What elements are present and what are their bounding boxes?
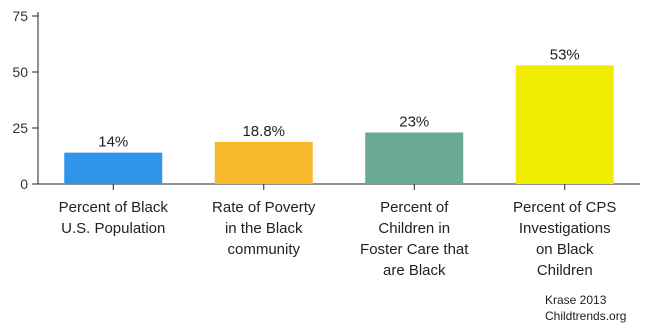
x-tick-label-line: Percent of Black bbox=[59, 199, 169, 216]
data-label: 53% bbox=[550, 46, 580, 63]
x-tick-label: Percent of Black U.S. Population bbox=[59, 199, 169, 237]
x-tick-label-line: Children in bbox=[378, 220, 450, 237]
x-tick-label-line: Percent of CPS bbox=[513, 199, 616, 216]
labels-layer: 14% Percent of Black U.S. Population 18.8% R… bbox=[59, 46, 617, 279]
x-tick-label-line: Investigations bbox=[519, 220, 611, 237]
source-credit-line-1: Krase 2013 bbox=[545, 293, 607, 307]
x-tick-label-line: in the Black bbox=[225, 220, 303, 237]
y-tick-label: 50 bbox=[12, 64, 28, 80]
x-tick-label-line: on Black bbox=[536, 241, 594, 258]
x-tick-label-line: are Black bbox=[383, 262, 446, 279]
x-tick-label-line: Foster Care that bbox=[360, 241, 469, 258]
x-tick-label: Percent of Children in Foster Care that are… bbox=[360, 199, 469, 279]
bar bbox=[64, 152, 163, 184]
bar bbox=[214, 141, 313, 184]
y-tick-label: 25 bbox=[12, 120, 28, 136]
data-label: 23% bbox=[399, 113, 429, 130]
bar bbox=[365, 132, 464, 184]
bar bbox=[515, 65, 614, 184]
y-tick-label: 75 bbox=[12, 8, 28, 24]
data-label: 14% bbox=[98, 134, 128, 151]
x-tick-label-line: Rate of Poverty bbox=[212, 199, 316, 216]
x-tick-label-line: U.S. Population bbox=[61, 220, 165, 237]
data-label: 18.8% bbox=[242, 123, 285, 140]
x-tick-label: Percent of CPS Investigations on Black Chil… bbox=[513, 199, 616, 279]
x-tick-label-line: Children bbox=[537, 262, 593, 279]
y-tick-label: 0 bbox=[20, 176, 28, 192]
source-credit-line-2: Childtrends.org bbox=[545, 309, 626, 323]
x-tick-label: Rate of Poverty in the Black community bbox=[212, 199, 316, 258]
x-tick-label-line: community bbox=[227, 241, 300, 258]
bars-layer bbox=[64, 65, 614, 184]
x-tick-label-line: Percent of bbox=[380, 199, 449, 216]
